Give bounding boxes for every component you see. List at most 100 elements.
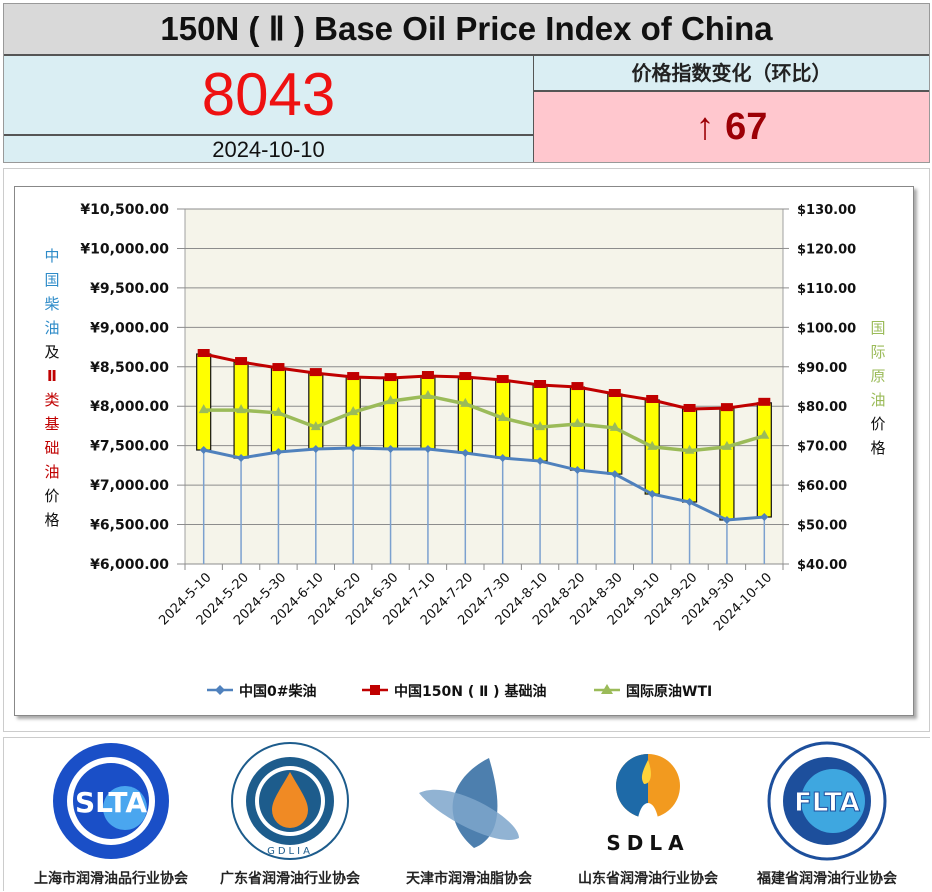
page-title: 150N ( Ⅱ ) Base Oil Price Index of China <box>4 4 929 56</box>
base-oil-point <box>608 388 621 397</box>
logo-caption: 天津市润滑油脂协会 <box>406 871 532 887</box>
logo-caption: 山东省润滑油行业协会 <box>578 871 718 887</box>
base-oil-point <box>459 372 472 381</box>
wti-point <box>684 444 695 454</box>
logo-gdlia: GDLIA 广东省润滑油行业协会 <box>200 738 380 892</box>
gdlia-logo-icon: GDLIA <box>231 742 349 860</box>
up-down-bar <box>756 402 772 518</box>
axis-label-char: 原 <box>870 367 886 385</box>
diesel-point <box>237 454 246 463</box>
right-tick-label: $110.00 <box>797 282 856 297</box>
association-logos: SLTA 上海市润滑油品行业协会 GDLIA 广东省润滑油行业协会 天津市润滑油… <box>3 737 930 891</box>
logo-slta: SLTA 上海市润滑油品行业协会 <box>21 738 201 892</box>
diesel-point <box>199 446 208 455</box>
left-tick-label: ¥8,000.00 <box>90 399 169 415</box>
diesel-point <box>648 490 657 499</box>
up-down-bar <box>420 375 436 450</box>
base-oil-point <box>534 380 547 389</box>
wti-line <box>203 394 765 453</box>
up-down-bar <box>196 353 212 451</box>
up-down-bar <box>308 372 324 450</box>
base-oil-point <box>347 372 360 381</box>
right-tick-label: $90.00 <box>797 361 847 376</box>
slta-mark: SLTA <box>75 786 147 819</box>
left-tick-label: ¥9,500.00 <box>90 281 169 297</box>
slta-logo-icon: SLTA <box>53 743 169 859</box>
base-oil-point <box>197 348 210 357</box>
axis-label-char: 格 <box>870 439 886 457</box>
left-tick-label: ¥7,000.00 <box>90 478 169 494</box>
base-oil-point <box>496 375 509 384</box>
wti-point <box>273 406 284 416</box>
axis-label-char: Ⅱ <box>47 367 57 385</box>
base-oil-point <box>384 373 397 382</box>
logo-tianjin: 天津市润滑油脂协会 <box>379 738 559 892</box>
wti-point <box>348 406 359 416</box>
axis-label-char: 油 <box>44 319 60 337</box>
logo-caption: 福建省润滑油行业协会 <box>757 871 897 887</box>
base-oil-point <box>646 394 659 403</box>
legend-diamond-icon <box>215 685 225 695</box>
wti-point <box>609 421 620 431</box>
axis-label-char: 价 <box>870 415 886 433</box>
chart-panel <box>3 168 930 732</box>
axis-label-char: 价 <box>44 487 60 505</box>
axis-label-char: 类 <box>44 391 60 409</box>
base-oil-point <box>235 357 248 366</box>
right-tick-label: $40.00 <box>797 558 847 573</box>
wti-point <box>572 417 583 427</box>
base-oil-point <box>720 403 733 412</box>
right-axis-label: 国际原油价格 <box>868 316 888 460</box>
axis-label-char: 基 <box>44 415 60 433</box>
base-oil-point <box>309 368 322 377</box>
gdlia-mark: GDLIA <box>267 846 313 857</box>
wti-point <box>721 440 732 450</box>
base-oil-point <box>571 382 584 391</box>
diesel-point <box>423 444 432 453</box>
right-tick-label: $70.00 <box>797 440 847 455</box>
wti-point <box>236 404 247 414</box>
diesel-line <box>203 446 765 522</box>
up-down-bar <box>382 377 399 450</box>
right-tick-label: $130.00 <box>797 203 856 218</box>
axis-label-char: 格 <box>44 511 60 529</box>
wti-point <box>647 440 658 450</box>
index-value: 8043 <box>201 61 336 128</box>
axis-label-char: 油 <box>44 463 60 481</box>
change-value: ↑ 67 <box>534 92 929 162</box>
diesel-point <box>311 444 320 453</box>
left-tick-label: ¥10,500.00 <box>80 202 169 218</box>
left-tick-label: ¥10,000.00 <box>80 241 169 257</box>
sdla-mark: SDLA <box>606 831 689 855</box>
axis-label-char: 国 <box>870 319 886 337</box>
logo-flta: FLTA 福建省润滑油行业协会 <box>737 738 917 892</box>
sdla-logo-icon: SDLA <box>606 754 689 855</box>
wti-point <box>310 421 321 431</box>
diesel-point <box>610 470 619 479</box>
left-tick-label: ¥9,000.00 <box>90 320 169 336</box>
right-tick-label: $50.00 <box>797 519 847 534</box>
axis-label-char: 际 <box>870 343 886 361</box>
axis-label-char: 础 <box>44 439 60 457</box>
left-tick-label: ¥6,000.00 <box>90 557 169 573</box>
base-oil-point <box>758 397 771 406</box>
diesel-point <box>573 466 582 475</box>
right-tick-label: $100.00 <box>797 321 856 336</box>
diesel-point <box>685 497 694 506</box>
wti-point <box>759 429 770 439</box>
up-down-bar <box>457 376 473 454</box>
base-oil-point <box>683 403 696 412</box>
wti-point <box>422 389 433 399</box>
price-chart: ¥6,000.00 ¥6,500.00 ¥7,000.00 ¥7,500.00 ¥8,0… <box>80 202 856 700</box>
diesel-point <box>536 457 545 466</box>
diesel-point <box>349 444 358 453</box>
diesel-point <box>386 444 395 453</box>
base-oil-point <box>272 363 285 372</box>
legend-label: 国际原油WTI <box>626 683 712 700</box>
logo-caption: 上海市润滑油品行业协会 <box>34 871 188 887</box>
diesel-point <box>722 515 731 524</box>
legend-triangle-icon <box>601 684 613 694</box>
wti-point <box>460 397 471 407</box>
wti-point <box>535 421 546 431</box>
